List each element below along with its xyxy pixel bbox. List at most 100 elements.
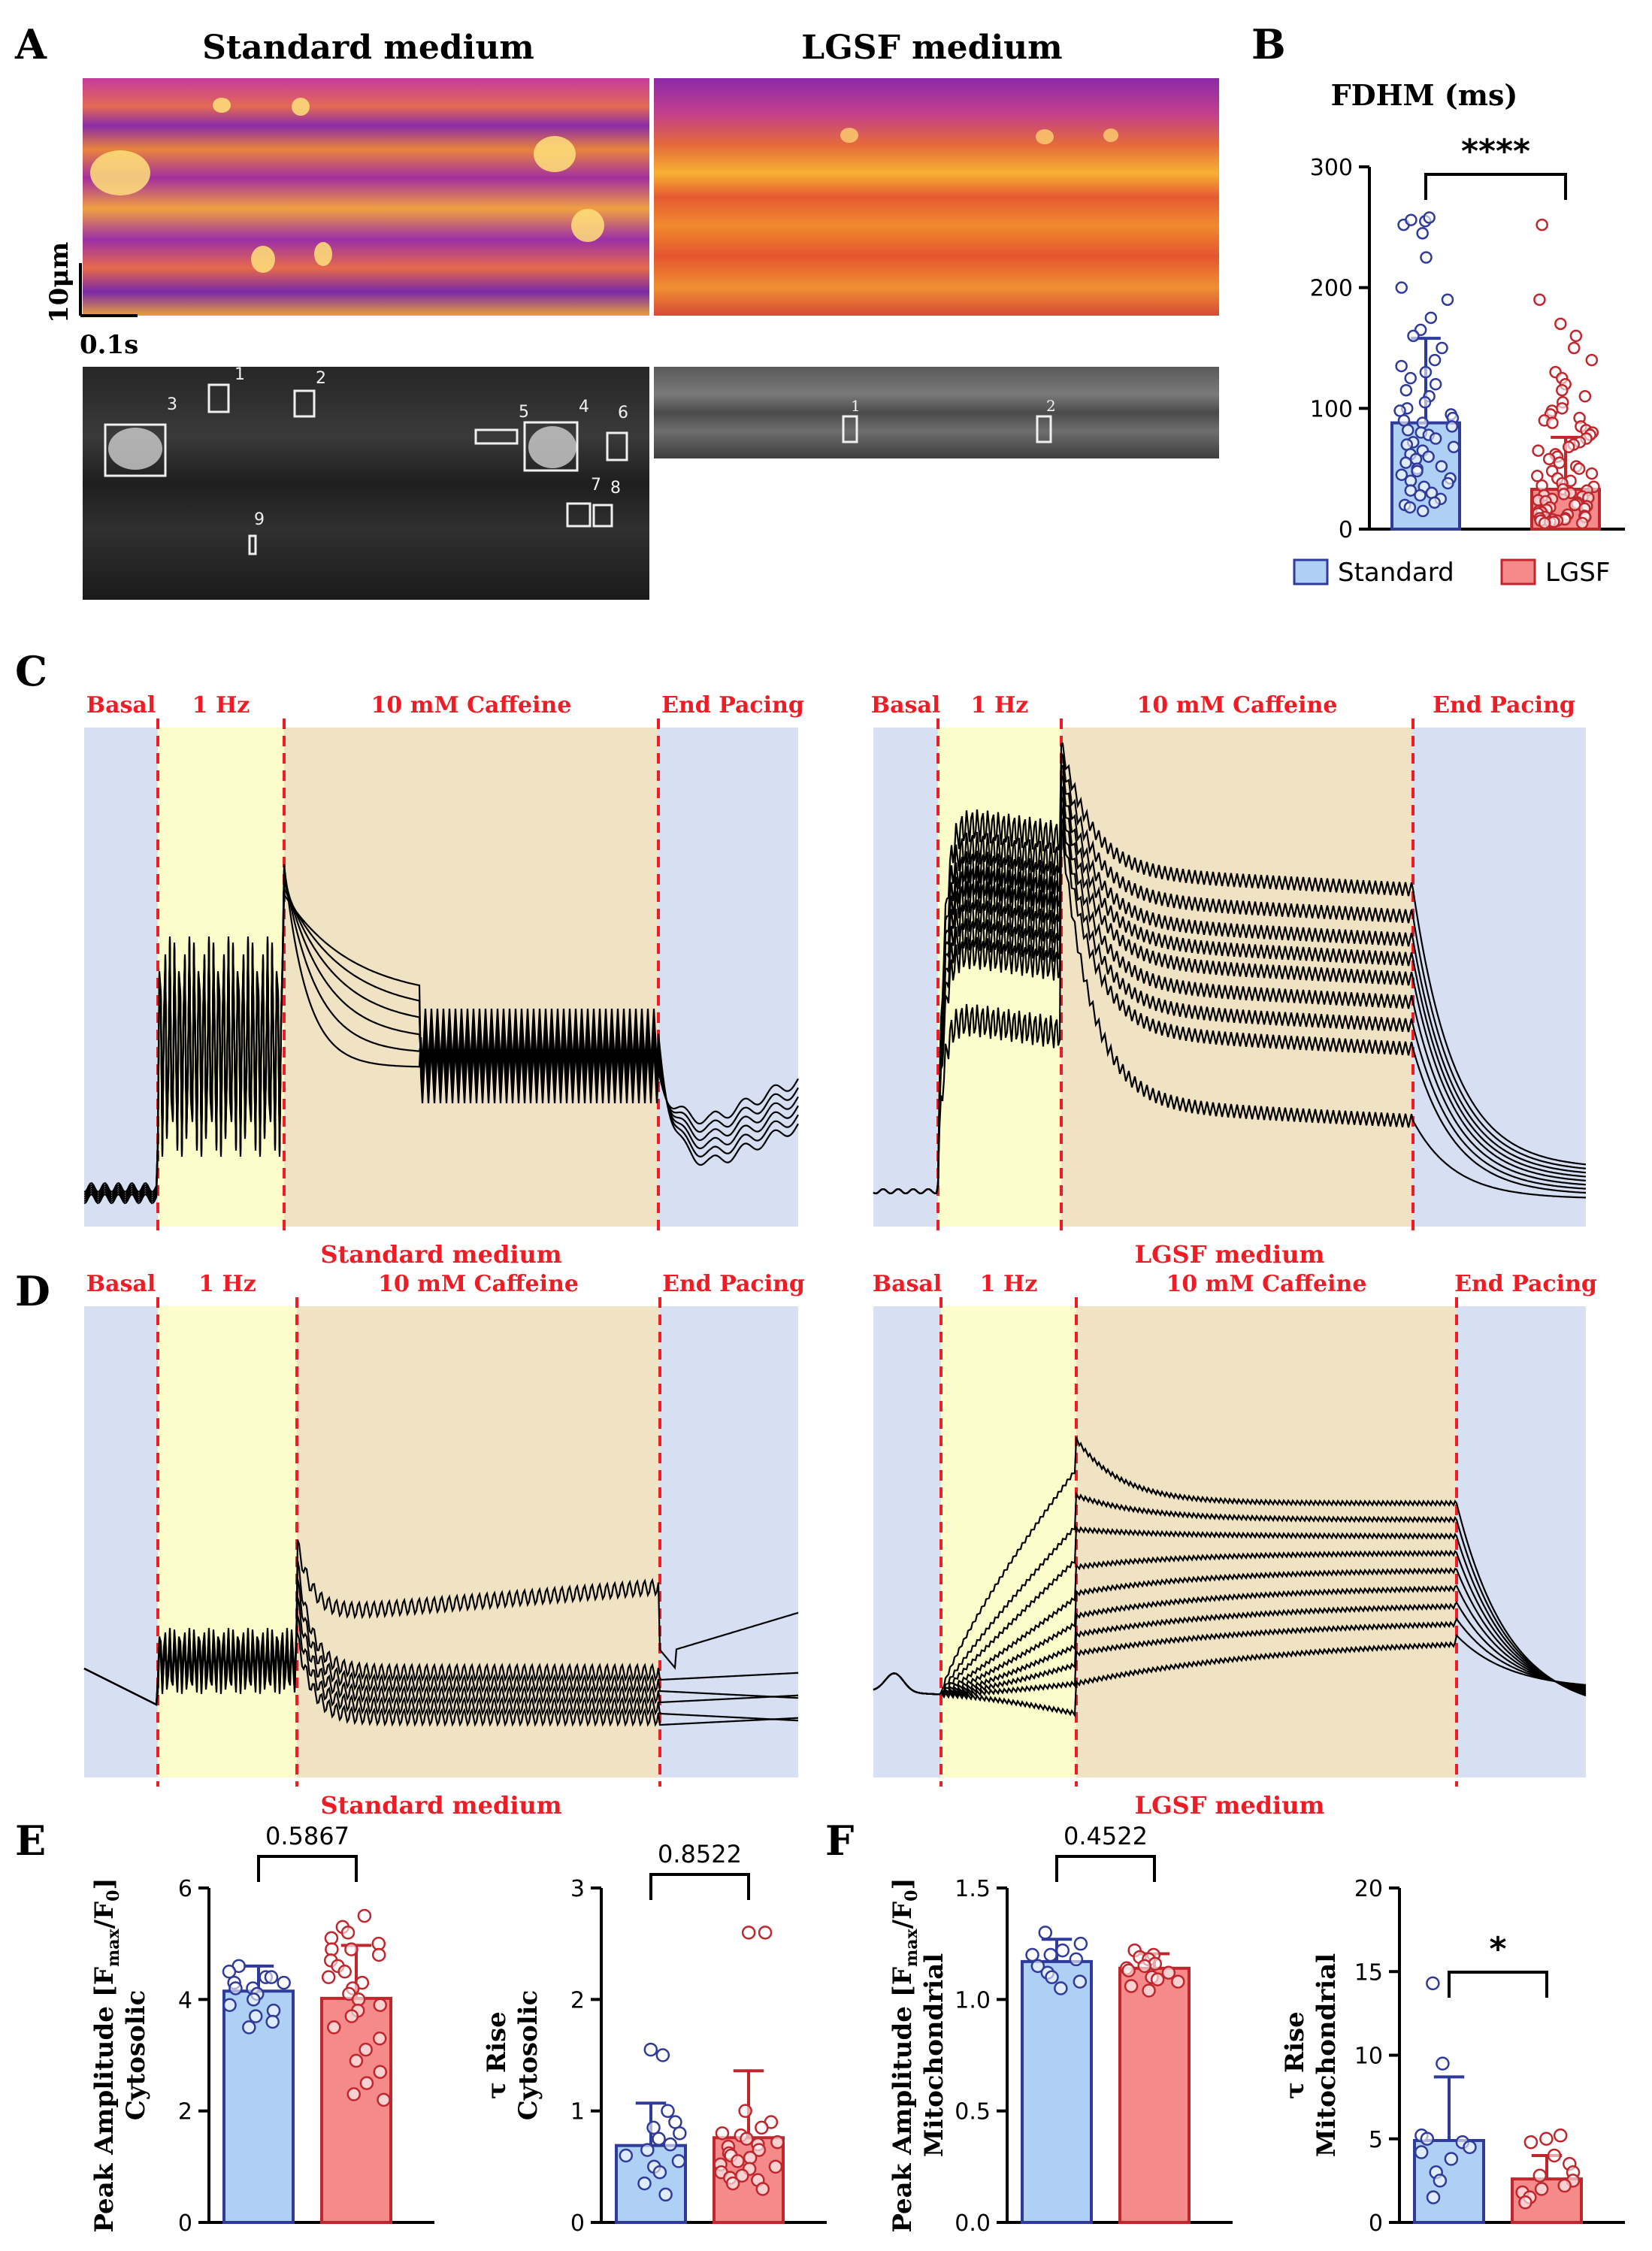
phase-label-1hz: 1 Hz <box>971 692 1029 719</box>
trace-4 <box>873 1549 1587 1696</box>
roi-box-9 <box>248 534 257 555</box>
panel-caption: Standard medium <box>320 1240 561 1269</box>
data-point-standard <box>1395 359 1408 373</box>
panel-b: FDHM (ms) 0 100 200 300 **** Standard LGSF <box>1293 78 1625 588</box>
trace-6 <box>83 1628 799 1727</box>
data-point-standard <box>637 2176 652 2191</box>
data-point-standard <box>1069 1952 1084 1967</box>
data-point-lgsf <box>1142 1983 1156 1998</box>
data-point-lgsf <box>1546 416 1559 429</box>
data-point-lgsf <box>1557 488 1570 501</box>
data-point-standard <box>222 1998 237 2012</box>
data-point-lgsf <box>325 1942 339 1956</box>
phase-end-bg <box>1413 728 1586 1227</box>
data-point-lgsf <box>725 2176 740 2191</box>
data-point-standard <box>1054 1981 1068 1995</box>
roi-box-3 <box>104 423 167 477</box>
significance-label: 0.8522 <box>658 1840 742 1868</box>
roi-box-5 <box>474 428 519 445</box>
data-point-lgsf <box>1161 1965 1176 1980</box>
data-point-lgsf <box>1553 2128 1568 2143</box>
y-axis-label-2: Mitochondrial <box>1312 1953 1342 2157</box>
bar-standard <box>222 1989 295 2224</box>
data-point-lgsf <box>770 2135 785 2150</box>
scale-bar-y-label: 10μm <box>44 242 74 323</box>
data-point-standard <box>1423 211 1436 224</box>
roi-lgsf-box-1 <box>842 415 858 443</box>
panel-letter-f: F <box>825 1817 854 1865</box>
legend-label-standard: Standard <box>1338 558 1454 588</box>
data-point-standard <box>619 2148 634 2163</box>
data-point-lgsf <box>755 2182 770 2196</box>
roi-box-4-label: 4 <box>579 398 589 416</box>
data-point-lgsf <box>1137 1959 1152 1974</box>
data-point-lgsf <box>731 2154 745 2168</box>
data-point-lgsf <box>741 1926 756 1940</box>
data-point-standard <box>1429 432 1442 445</box>
data-point-standard <box>1444 2152 1459 2166</box>
data-point-lgsf <box>1547 2148 1562 2163</box>
significance-bracket <box>1424 173 1567 200</box>
data-point-lgsf <box>715 2126 730 2141</box>
y-axis-label: Peak Amplitude [Fmax/F0] <box>888 1877 921 2232</box>
trace-panel-d-standard: Basal 1 Hz 10 mM Caffeine End Pacing Standar… <box>83 1271 805 1820</box>
significance-bracket <box>257 1855 358 1882</box>
phase-basal-bg <box>873 1306 941 1778</box>
y-axis-label: τ Rise <box>1280 2011 1310 2099</box>
data-point-standard <box>1420 2131 1435 2146</box>
chart-F2: 0 5 10 15 20 * <box>1354 1876 1625 2237</box>
data-point-standard <box>1426 2190 1441 2204</box>
phase-label-1hz: 1 Hz <box>980 1271 1038 1297</box>
y-tick-label: 200 <box>1310 276 1353 302</box>
trace-9 <box>873 1633 1587 1718</box>
data-point-lgsf <box>1585 353 1599 367</box>
data-point-standard <box>1038 1926 1053 1940</box>
panel-letter-c: C <box>15 647 47 695</box>
y-tick-label: 6 <box>178 1876 192 1902</box>
data-point-lgsf <box>346 2087 361 2101</box>
panel-letter-e: E <box>15 1817 46 1865</box>
roi-lgsf-box-2 <box>1036 415 1052 443</box>
y-tick-label: 300 <box>1310 155 1353 181</box>
data-point-standard <box>1436 2056 1450 2071</box>
roi-lgsf-box-2-label: 2 <box>1046 397 1056 415</box>
phase-label-basal: Basal <box>873 1271 942 1297</box>
trace-7 <box>873 806 1587 1194</box>
scale-bar-x-label: 0.1s <box>80 330 138 360</box>
bar-standard <box>1021 1959 1093 2224</box>
trace-6 <box>873 1584 1587 1698</box>
panel-caption: LGSF medium <box>1135 1240 1325 1269</box>
trace-7 <box>873 1600 1587 1699</box>
significance-bracket <box>1448 1971 1548 1998</box>
scale-bar <box>79 263 138 317</box>
data-point-standard <box>1463 2140 1477 2155</box>
data-point-standard <box>652 2165 667 2180</box>
data-point-lgsf <box>738 2104 752 2118</box>
roi-image-standard <box>83 367 649 600</box>
data-point-lgsf <box>349 2053 364 2068</box>
data-point-lgsf <box>1536 218 1548 231</box>
trace-2 <box>873 753 1587 1194</box>
data-point-lgsf <box>321 1970 336 1984</box>
roi-box-8-label: 8 <box>610 479 621 498</box>
phase-end-bg <box>658 728 798 1227</box>
data-point-lgsf <box>1567 341 1581 355</box>
panel-d: Basal 1 Hz 10 mM Caffeine End Pacing Standar… <box>83 1271 1597 1820</box>
panel-a-title-standard: Standard medium <box>202 29 534 67</box>
panel-letter-b: B <box>1251 20 1286 68</box>
panel-caption: LGSF medium <box>1135 1791 1325 1820</box>
trace-5 <box>873 783 1587 1194</box>
data-point-standard <box>673 2126 687 2141</box>
data-point-lgsf <box>1523 2135 1539 2150</box>
y-tick-label: 5 <box>1369 2127 1383 2153</box>
data-point-lgsf <box>1572 462 1586 475</box>
data-point-standard <box>1445 420 1459 433</box>
data-point-standard <box>640 2143 655 2157</box>
roi-box-7-label: 7 <box>591 476 601 495</box>
data-point-standard <box>248 2009 263 2023</box>
data-point-lgsf <box>768 2159 783 2174</box>
y-tick-label: 1.0 <box>955 1987 991 2013</box>
bar-lgsf <box>1118 1966 1191 2225</box>
data-point-standard <box>1418 396 1432 409</box>
